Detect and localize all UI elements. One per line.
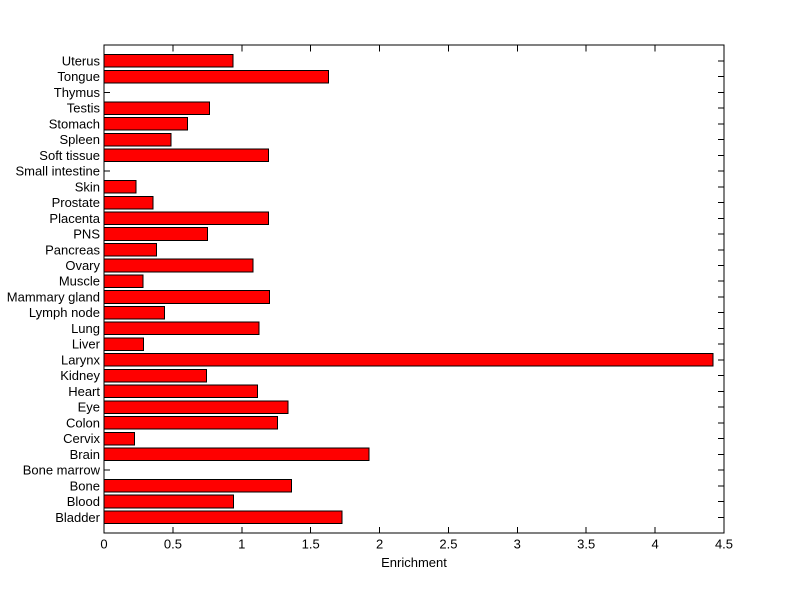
svg-text:Mammary gland: Mammary gland xyxy=(7,290,100,305)
svg-text:4.5: 4.5 xyxy=(715,536,733,551)
svg-text:Brain: Brain xyxy=(70,447,100,462)
svg-text:Enrichment: Enrichment xyxy=(381,555,447,570)
svg-text:2: 2 xyxy=(376,536,383,551)
svg-text:Placenta: Placenta xyxy=(49,211,100,226)
svg-text:Testis: Testis xyxy=(67,101,101,116)
svg-text:PNS: PNS xyxy=(73,227,100,242)
svg-text:0.5: 0.5 xyxy=(164,536,182,551)
svg-text:Uterus: Uterus xyxy=(62,53,101,68)
svg-text:Spleen: Spleen xyxy=(60,132,100,147)
svg-text:Heart: Heart xyxy=(68,384,100,399)
svg-text:Eye: Eye xyxy=(78,400,100,415)
svg-text:1: 1 xyxy=(238,536,245,551)
svg-text:3: 3 xyxy=(514,536,521,551)
svg-text:2.5: 2.5 xyxy=(439,536,457,551)
svg-text:Bone: Bone xyxy=(70,478,100,493)
svg-text:Soft tissue: Soft tissue xyxy=(39,148,100,163)
svg-text:0: 0 xyxy=(100,536,107,551)
svg-text:Thymus: Thymus xyxy=(54,85,101,100)
svg-text:Small intestine: Small intestine xyxy=(15,164,100,179)
svg-text:Blood: Blood xyxy=(67,494,100,509)
svg-text:Bone marrow: Bone marrow xyxy=(23,463,101,478)
svg-text:Ovary: Ovary xyxy=(65,258,100,273)
svg-text:Tongue: Tongue xyxy=(57,69,100,84)
svg-text:Muscle: Muscle xyxy=(59,274,100,289)
svg-text:Cervix: Cervix xyxy=(63,431,100,446)
svg-text:Pancreas: Pancreas xyxy=(45,242,100,257)
svg-text:Lymph node: Lymph node xyxy=(29,305,100,320)
svg-text:Liver: Liver xyxy=(72,337,101,352)
svg-text:3.5: 3.5 xyxy=(577,536,595,551)
svg-text:4: 4 xyxy=(651,536,658,551)
svg-text:1.5: 1.5 xyxy=(302,536,320,551)
svg-text:Skin: Skin xyxy=(75,179,100,194)
svg-text:Colon: Colon xyxy=(66,415,100,430)
svg-text:Prostate: Prostate xyxy=(52,195,100,210)
svg-text:Stomach: Stomach xyxy=(49,116,100,131)
svg-text:Bladder: Bladder xyxy=(55,510,100,525)
svg-text:Larynx: Larynx xyxy=(61,352,101,367)
svg-text:Lung: Lung xyxy=(71,321,100,336)
svg-text:Kidney: Kidney xyxy=(60,368,100,383)
